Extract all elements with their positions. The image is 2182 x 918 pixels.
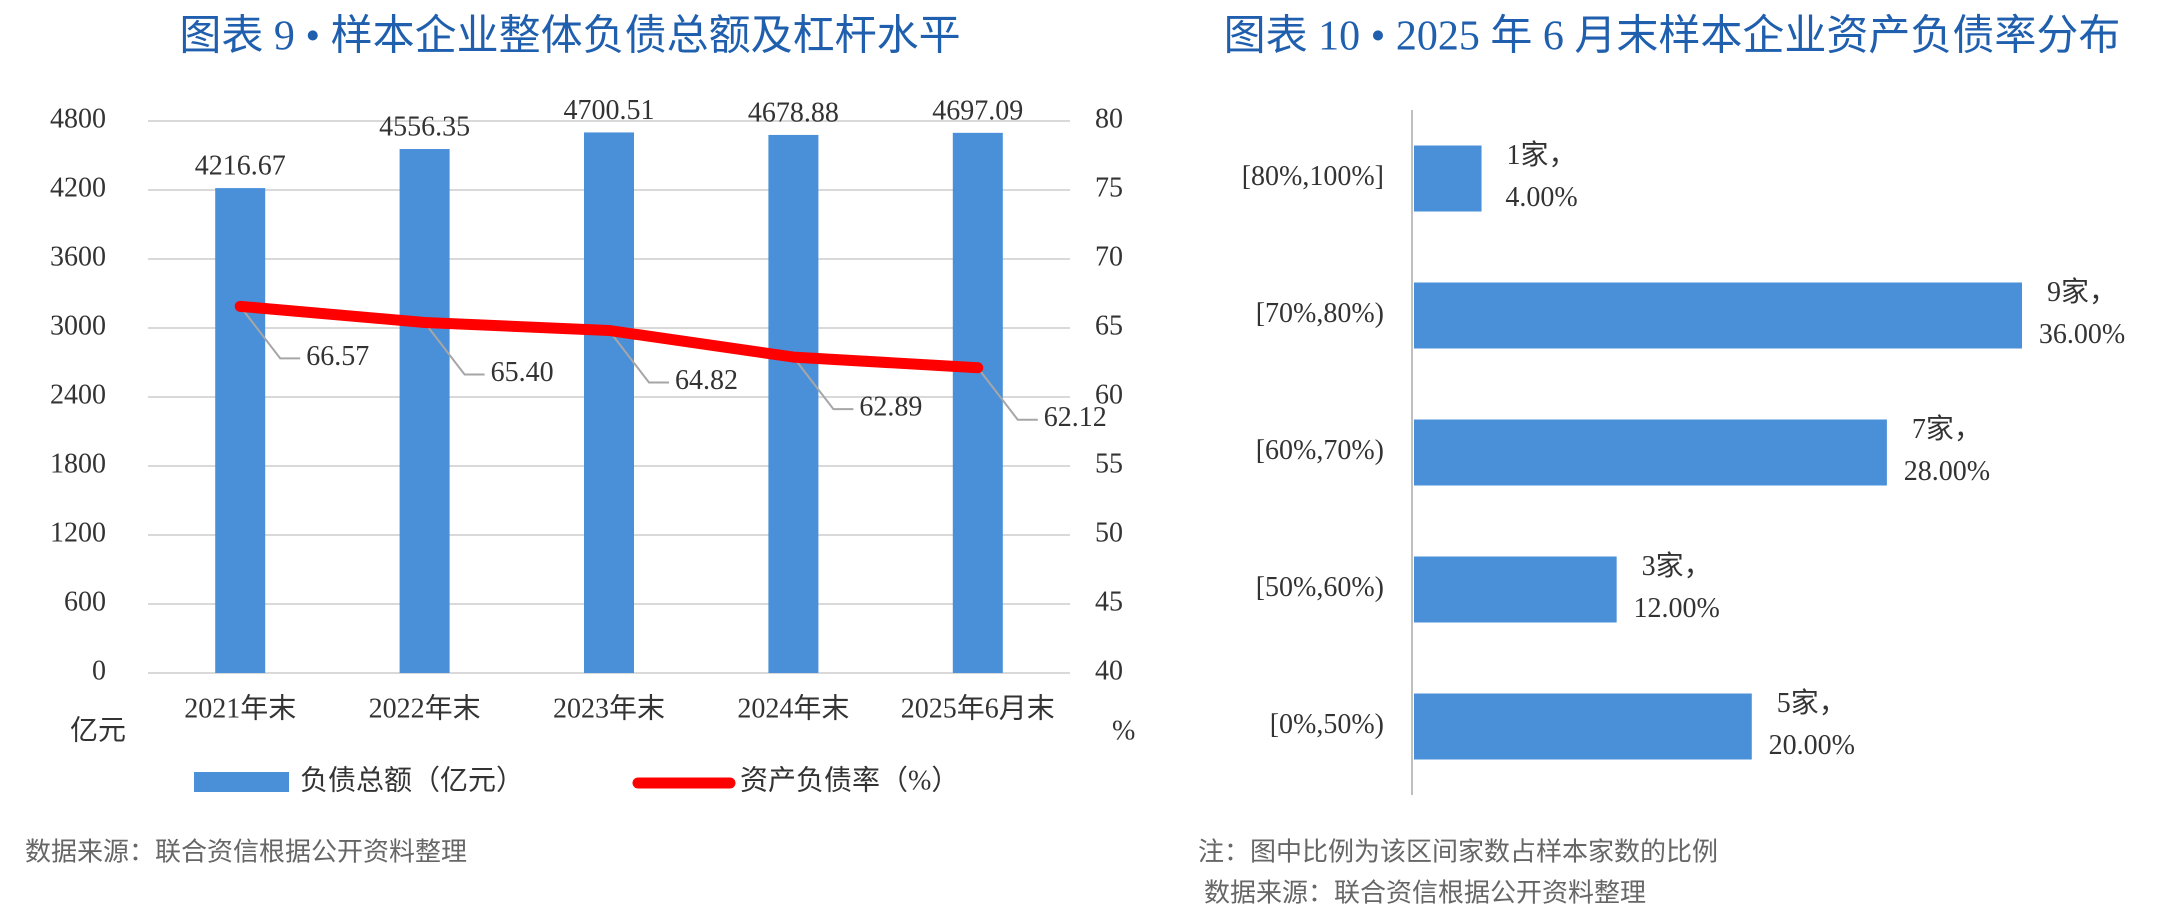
line-value-label: 62.12 — [1044, 402, 1107, 433]
bar-value-label: 4678.88 — [748, 97, 839, 128]
y-tick-label: 0 — [92, 655, 106, 686]
bar — [1414, 419, 1887, 486]
line-value-label: 62.89 — [859, 392, 922, 423]
chart-title: 图表 9 • 样本企业整体负债总额及杠杆水平 — [179, 13, 960, 60]
y2-tick-label: 45 — [1095, 586, 1123, 617]
y-tick-label: 1800 — [50, 448, 106, 479]
y-tick-label: 4200 — [50, 172, 106, 203]
bar-value-label: 4697.09 — [932, 95, 1023, 126]
bar-value-label: 4556.35 — [379, 111, 470, 142]
leader-line — [977, 367, 1038, 421]
y2-tick-label: 65 — [1095, 310, 1123, 341]
line-value-label: 65.40 — [491, 357, 554, 388]
y2-tick-label: 40 — [1095, 655, 1123, 686]
legend-swatch — [194, 772, 289, 792]
leader-line — [608, 329, 669, 384]
bar — [1414, 693, 1752, 760]
count-label: 7家， — [1912, 413, 1982, 445]
y2-tick-label: 75 — [1095, 172, 1123, 203]
y-axis-unit: 亿元 — [70, 714, 126, 746]
bar — [1414, 556, 1617, 623]
bar — [215, 188, 266, 673]
y-tick-label: 2400 — [50, 379, 106, 410]
bar — [584, 132, 634, 673]
value-label: 4.00% — [1505, 182, 1577, 213]
y2-axis-unit: % — [1112, 715, 1135, 746]
value-label: 12.00% — [1634, 593, 1720, 624]
source: 数据来源：联合资信根据公开资料整理 — [1204, 879, 1646, 909]
y2-tick-label: 50 — [1095, 517, 1123, 548]
bar — [1414, 145, 1482, 212]
bar-value-label: 4216.67 — [195, 151, 286, 182]
y-tick-label: [70%,80%) — [1256, 298, 1384, 329]
bar — [768, 134, 819, 673]
x-tick-label: 2022年末 — [369, 692, 481, 724]
y-tick-label: 3600 — [50, 241, 106, 272]
y-tick-label: 3000 — [50, 310, 106, 341]
y-tick-label: [60%,70%) — [1256, 435, 1384, 466]
y-tick-label: 1200 — [50, 517, 106, 548]
x-tick-label: 2021年末 — [184, 692, 296, 724]
bar — [952, 132, 1003, 673]
count-label: 5家， — [1777, 687, 1847, 719]
y-tick-label: [80%,100%] — [1242, 161, 1384, 192]
y-tick-label: [0%,50%) — [1270, 709, 1384, 740]
x-tick-label: 2023年末 — [553, 692, 665, 724]
count-label: 9家， — [2047, 276, 2117, 308]
x-tick-label: 2025年6月末 — [901, 692, 1055, 724]
line-value-label: 64.82 — [675, 365, 738, 396]
legend-label: 资产负债率（%） — [740, 764, 959, 796]
leader-line — [239, 305, 301, 360]
note: 注：图中比例为该区间家数占样本家数的比例 — [1198, 838, 1718, 868]
y2-tick-label: 80 — [1095, 103, 1123, 134]
bar — [399, 149, 450, 673]
y2-tick-label: 70 — [1095, 241, 1123, 272]
leader-line — [792, 356, 854, 411]
y-tick-label: 600 — [64, 586, 106, 617]
bar — [1414, 282, 2022, 349]
legend-label: 负债总额（亿元） — [300, 764, 524, 796]
leader-line — [423, 321, 485, 376]
value-label: 20.00% — [1769, 730, 1855, 761]
y2-tick-label: 55 — [1095, 448, 1123, 479]
bar-value-label: 4700.51 — [564, 95, 655, 126]
y-tick-label: 4800 — [50, 103, 106, 134]
y2-tick-label: 60 — [1095, 379, 1123, 410]
value-label: 36.00% — [2039, 319, 2125, 350]
source: 数据来源：联合资信根据公开资料整理 — [25, 838, 467, 868]
line — [234, 300, 984, 374]
count-label: 1家， — [1507, 139, 1577, 171]
y-tick-label: [50%,60%) — [1256, 572, 1384, 603]
chart-title: 图表 10 • 2025 年 6 月末样本企业资产负债率分布 — [1224, 13, 2121, 60]
count-label: 3家， — [1642, 550, 1712, 582]
value-label: 28.00% — [1904, 456, 1990, 487]
line-value-label: 66.57 — [306, 341, 369, 372]
x-tick-label: 2024年末 — [737, 692, 849, 724]
